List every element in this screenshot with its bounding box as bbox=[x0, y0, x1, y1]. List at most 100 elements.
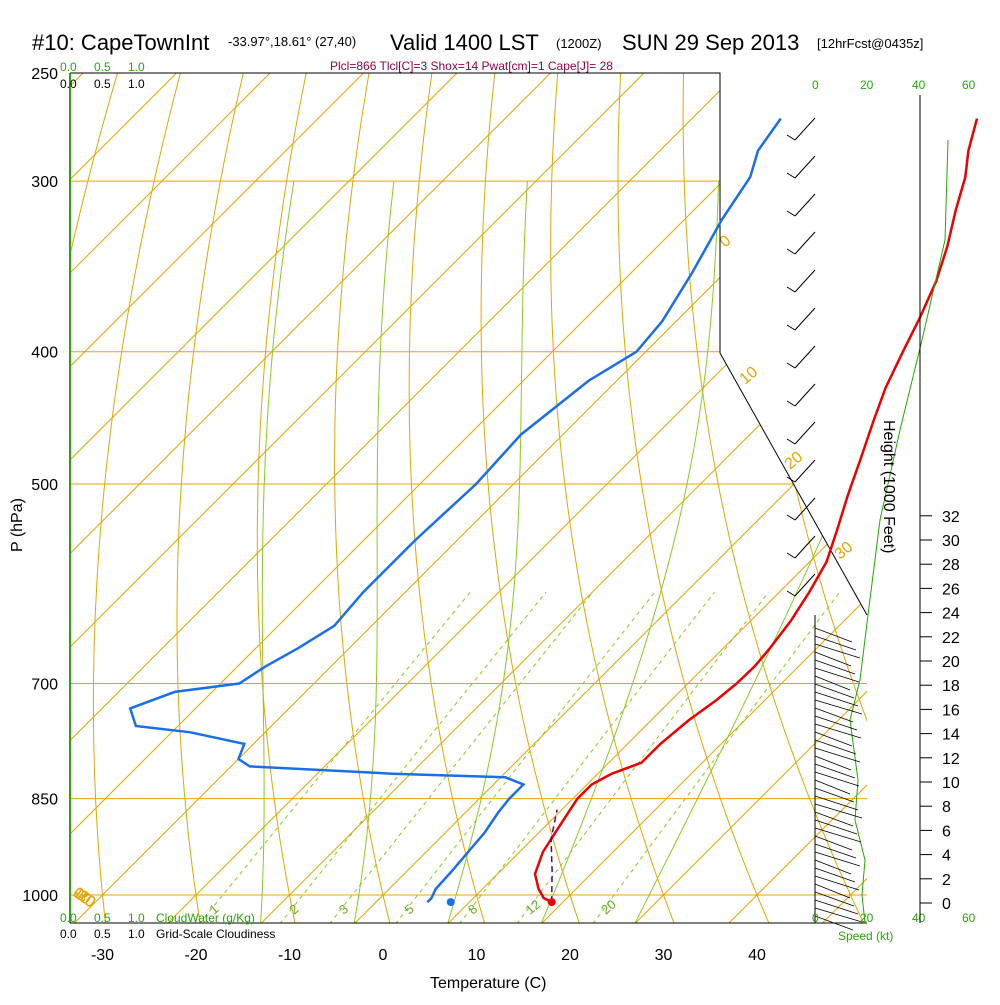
pressure-tick-250: 250 bbox=[31, 66, 58, 83]
isotherm-50 bbox=[822, 49, 1000, 924]
moist-adiabat-0 bbox=[354, 181, 394, 924]
dry-adiabat-60 bbox=[746, 49, 959, 924]
wind-barb bbox=[815, 860, 851, 874]
forecast-date: SUN 29 Sep 2013 bbox=[622, 30, 799, 55]
cloudwater-tick-0: 0.0 bbox=[60, 911, 77, 925]
wind-barb bbox=[815, 684, 854, 698]
height-tick-10: 10 bbox=[942, 775, 960, 792]
mixing-ratio-label: 8 bbox=[465, 901, 480, 917]
wind-barb bbox=[815, 732, 852, 746]
wind-barb bbox=[815, 844, 856, 858]
cloudwater-tick-2: 1.0 bbox=[128, 911, 145, 925]
mixing-ratio-label: 3 bbox=[336, 901, 351, 917]
mixing-ratio-5 bbox=[395, 592, 654, 924]
wind-barb bbox=[787, 308, 815, 330]
wind-barb bbox=[815, 628, 852, 642]
wind-barb bbox=[815, 756, 851, 770]
isotherm--30 bbox=[74, 49, 949, 924]
temperature-tick--10: -10 bbox=[278, 947, 301, 964]
wind-barb bbox=[815, 892, 854, 906]
temperature-tick-40: 40 bbox=[748, 947, 766, 964]
station-coords: -33.97°,18.61° (27,40) bbox=[228, 34, 356, 49]
isotherm-40 bbox=[728, 49, 1000, 924]
wind-barb bbox=[815, 764, 855, 778]
moist-adiabat-10 bbox=[448, 181, 528, 924]
wind-barb bbox=[787, 194, 815, 216]
wind-barb bbox=[815, 876, 859, 890]
wind-barb bbox=[815, 692, 858, 706]
mixing-ratio-20 bbox=[593, 592, 840, 924]
dry-adiabat-70 bbox=[809, 49, 1000, 924]
isotherm--40 bbox=[0, 49, 855, 924]
mixing-ratio-2 bbox=[280, 592, 546, 924]
forecast-run: [12hrFcst@0435z] bbox=[817, 36, 923, 51]
height-axis-label: Height (1000 Feet) bbox=[880, 420, 897, 553]
temperature-tick-10: 10 bbox=[468, 947, 486, 964]
mixing-ratio-12 bbox=[517, 592, 769, 924]
speed-tick-bot-0: 0 bbox=[812, 911, 819, 925]
wind-barb bbox=[815, 868, 855, 882]
isotherm--60 bbox=[0, 49, 668, 924]
dry-adiabat-label: 0 bbox=[717, 232, 735, 251]
stability-indices: Plcl=866 Tlcl[C]=3 Shox=14 Pwat[cm]=1 Ca… bbox=[330, 59, 613, 73]
height-tick-28: 28 bbox=[942, 557, 960, 574]
temperature-tick-0: 0 bbox=[379, 947, 388, 964]
wind-barb bbox=[815, 652, 851, 666]
wind-barb bbox=[815, 772, 859, 786]
wind-barb bbox=[787, 270, 815, 292]
height-tick-24: 24 bbox=[942, 606, 960, 623]
wind-barb bbox=[815, 740, 856, 754]
wind-barb bbox=[815, 804, 862, 818]
wind-barb bbox=[815, 796, 858, 810]
top-cloudwater-1: 0.5 bbox=[94, 60, 111, 74]
station-title: #10: CapeTownInt bbox=[32, 30, 209, 55]
wind-barb bbox=[815, 780, 850, 794]
pressure-tick-500: 500 bbox=[31, 477, 58, 494]
bottom-legend: 0.0 0.5 1.0 CloudWater (g/Kg) 0.0 0.5 1.… bbox=[60, 911, 275, 941]
height-tick-4: 4 bbox=[942, 848, 951, 865]
speed-tick-bot-60: 60 bbox=[962, 911, 976, 925]
temperature-tick-30: 30 bbox=[655, 947, 673, 964]
wind-barb bbox=[815, 676, 850, 690]
mixing-ratio-label: 5 bbox=[402, 901, 417, 917]
moist-adiabat--10 bbox=[261, 181, 294, 924]
top-legend: 0.0 0.5 1.0 0.0 0.5 1.0 bbox=[60, 60, 145, 91]
isotherm-20 bbox=[541, 49, 1000, 924]
temperature-tick-20: 20 bbox=[561, 947, 579, 964]
isotherm--50 bbox=[0, 49, 762, 924]
pressure-tick-850: 850 bbox=[31, 792, 58, 809]
height-tick-26: 26 bbox=[942, 581, 960, 598]
speed-tick-bot-20: 20 bbox=[860, 911, 874, 925]
wind-barb bbox=[815, 708, 853, 722]
wind-speed-profile bbox=[850, 140, 948, 923]
moist-adiabat-30 bbox=[635, 181, 957, 924]
wind-barb bbox=[815, 788, 854, 802]
height-tick-2: 2 bbox=[942, 872, 951, 889]
top-cloudwater-0: 0.0 bbox=[60, 60, 77, 74]
cloudiness-tick-0: 0.0 bbox=[60, 927, 77, 941]
height-tick-0: 0 bbox=[942, 896, 951, 913]
cloudiness-tick-1: 0.5 bbox=[94, 927, 111, 941]
utc-time: (1200Z) bbox=[556, 36, 602, 51]
cloudiness-label: Grid-Scale Cloudiness bbox=[156, 927, 275, 941]
plot-frame bbox=[70, 73, 867, 923]
wind-panel bbox=[787, 118, 948, 930]
wind-barb bbox=[815, 668, 859, 682]
wind-barb bbox=[787, 422, 815, 444]
pressure-axis-label: P (hPa) bbox=[9, 498, 26, 552]
wind-barb bbox=[815, 812, 853, 826]
temperature-axis-label: Temperature (C) bbox=[430, 975, 546, 992]
wind-barb bbox=[815, 748, 860, 762]
cloudwater-label: CloudWater (g/Kg) bbox=[156, 911, 255, 925]
height-tick-6: 6 bbox=[942, 823, 951, 840]
height-tick-32: 32 bbox=[942, 509, 960, 526]
top-cloudwater-2: 1.0 bbox=[128, 60, 145, 74]
speed-tick-bot-40: 40 bbox=[912, 911, 926, 925]
speed-tick-top-40: 40 bbox=[912, 78, 926, 92]
wind-barb bbox=[787, 346, 815, 368]
dry-adiabat--10 bbox=[257, 49, 311, 924]
dry-adiabat--20 bbox=[177, 49, 249, 924]
